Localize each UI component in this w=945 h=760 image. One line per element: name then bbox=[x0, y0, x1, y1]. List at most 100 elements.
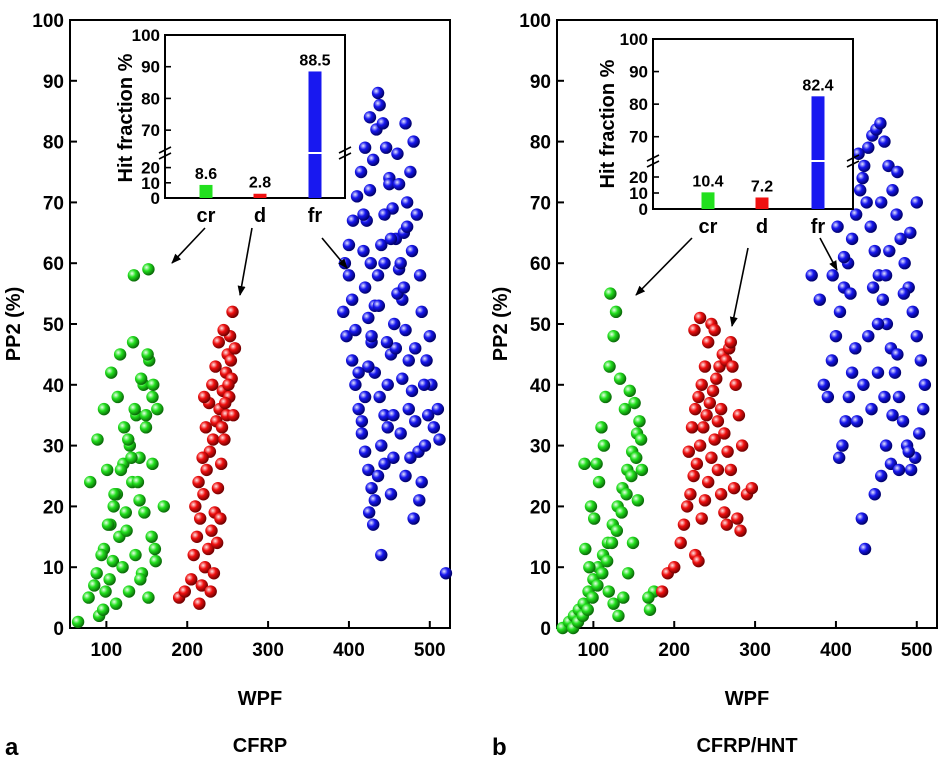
scatter-point-fr bbox=[844, 287, 857, 300]
scatter-point-d bbox=[710, 372, 723, 385]
scatter-point-fr bbox=[405, 384, 419, 398]
scatter-point-d bbox=[726, 360, 739, 373]
scatter-point-d bbox=[714, 402, 728, 416]
scatter-point-fr bbox=[402, 402, 415, 416]
scatter-point-cr bbox=[138, 506, 151, 519]
scatter-point-fr bbox=[875, 469, 888, 483]
scatter-point-d bbox=[655, 585, 669, 598]
scatter-point-fr bbox=[413, 269, 427, 282]
scatter-point-fr bbox=[378, 257, 391, 270]
scatter-point-fr bbox=[381, 378, 394, 391]
inset-bar-fr bbox=[308, 71, 322, 198]
scatter-point-fr bbox=[874, 117, 887, 130]
scatter-point-fr bbox=[415, 305, 428, 319]
scatter-point-fr bbox=[892, 463, 906, 477]
scatter-point-fr bbox=[850, 415, 864, 428]
scatter-point-cr bbox=[610, 524, 624, 537]
scatter-point-fr bbox=[340, 329, 353, 343]
scatter-point-fr bbox=[897, 287, 911, 300]
scatter-point-fr bbox=[399, 469, 412, 483]
scatter-point-cr bbox=[615, 506, 628, 519]
scatter-point-fr bbox=[371, 269, 385, 282]
scatter-point-fr bbox=[358, 390, 372, 404]
scatter-point-cr bbox=[642, 591, 655, 604]
scatter-point-fr bbox=[389, 342, 403, 355]
scatter-point-fr bbox=[342, 238, 356, 252]
scatter-point-d bbox=[708, 433, 721, 446]
scatter-point-fr bbox=[338, 257, 352, 270]
scatter-point-fr bbox=[407, 135, 420, 148]
scatter-point-fr bbox=[439, 567, 453, 580]
scatter-point-cr bbox=[621, 567, 635, 580]
scatter-point-fr bbox=[378, 409, 391, 422]
scatter-point-d bbox=[711, 463, 725, 477]
inset-y-tick-label: 70 bbox=[141, 121, 160, 140]
scatter-point-d bbox=[680, 500, 694, 513]
scatter-point-fr bbox=[399, 117, 412, 130]
scatter-point-d bbox=[185, 573, 198, 586]
scatter-point-d bbox=[724, 336, 738, 349]
scatter-point-cr bbox=[151, 402, 164, 416]
scatter-point-fr bbox=[821, 390, 835, 404]
scatter-point-cr bbox=[127, 269, 141, 282]
scatter-point-fr bbox=[906, 305, 919, 319]
scatter-point-d bbox=[693, 311, 707, 325]
scatter-point-fr bbox=[826, 269, 839, 282]
scatter-point-cr bbox=[628, 396, 641, 410]
scatter-point-cr bbox=[139, 409, 153, 422]
scatter-point-d bbox=[198, 561, 212, 574]
inset-y-tick-label: 10 bbox=[141, 174, 160, 193]
scatter-point-fr bbox=[371, 86, 385, 100]
scatter-point-cr bbox=[116, 561, 129, 574]
scatter-point-cr bbox=[84, 475, 97, 489]
scatter-point-fr bbox=[879, 439, 893, 452]
scatter-point-d bbox=[695, 378, 708, 391]
scatter-point-d bbox=[205, 524, 218, 537]
inset-value-label: 8.6 bbox=[195, 166, 217, 183]
scatter-point-fr bbox=[418, 439, 432, 452]
y-tick-label: 80 bbox=[43, 133, 64, 154]
scatter-point-fr bbox=[898, 257, 911, 270]
scatter-point-cr bbox=[145, 530, 158, 543]
scatter-point-cr bbox=[126, 336, 140, 349]
panel-a-x-ticks: 100 200 300 400 500 bbox=[91, 621, 446, 661]
inset-bar-d bbox=[253, 193, 267, 198]
panel-b-arrows bbox=[635, 237, 838, 327]
scatter-point-d bbox=[729, 378, 742, 391]
scatter-point-cr bbox=[129, 548, 142, 562]
scatter-point-cr bbox=[114, 463, 128, 477]
scatter-point-fr bbox=[433, 433, 446, 446]
scatter-point-fr bbox=[387, 451, 400, 464]
y-tick-label: 0 bbox=[53, 619, 64, 640]
inset-value-label: 10.4 bbox=[692, 173, 723, 190]
inset-value-label: 82.4 bbox=[802, 77, 833, 94]
scatter-point-fr bbox=[371, 469, 385, 483]
scatter-point-cr bbox=[122, 585, 136, 598]
scatter-point-fr bbox=[886, 409, 899, 422]
inset-y-tick-label: 0 bbox=[639, 200, 648, 219]
scatter-point-d bbox=[698, 494, 712, 507]
y-tick-label: 0 bbox=[540, 619, 551, 640]
scatter-point-d bbox=[226, 305, 239, 319]
panel-a-inset-categories: cr d fr bbox=[197, 205, 323, 227]
inset-bar-d bbox=[755, 197, 769, 209]
scatter-point-fr bbox=[882, 159, 895, 173]
scatter-point-fr bbox=[349, 378, 362, 391]
scatter-point-fr bbox=[352, 402, 365, 416]
scatter-point-cr bbox=[120, 524, 133, 537]
scatter-point-fr bbox=[878, 135, 891, 148]
scatter-point-d bbox=[734, 524, 747, 537]
arrow-a-d bbox=[237, 227, 253, 296]
scatter-point-fr bbox=[880, 317, 894, 331]
scatter-point-fr bbox=[876, 293, 890, 306]
scatter-point-cr bbox=[579, 542, 592, 556]
y-tick-label: 50 bbox=[530, 315, 551, 336]
scatter-point-d bbox=[732, 409, 746, 422]
scatter-point-cr bbox=[602, 585, 615, 598]
scatter-point-fr bbox=[364, 257, 377, 270]
scatter-point-cr bbox=[99, 585, 112, 598]
panel-b-xlabel: WPF bbox=[725, 688, 769, 710]
panel-a-caption: CFRP bbox=[233, 735, 287, 757]
scatter-point-fr bbox=[832, 451, 846, 464]
